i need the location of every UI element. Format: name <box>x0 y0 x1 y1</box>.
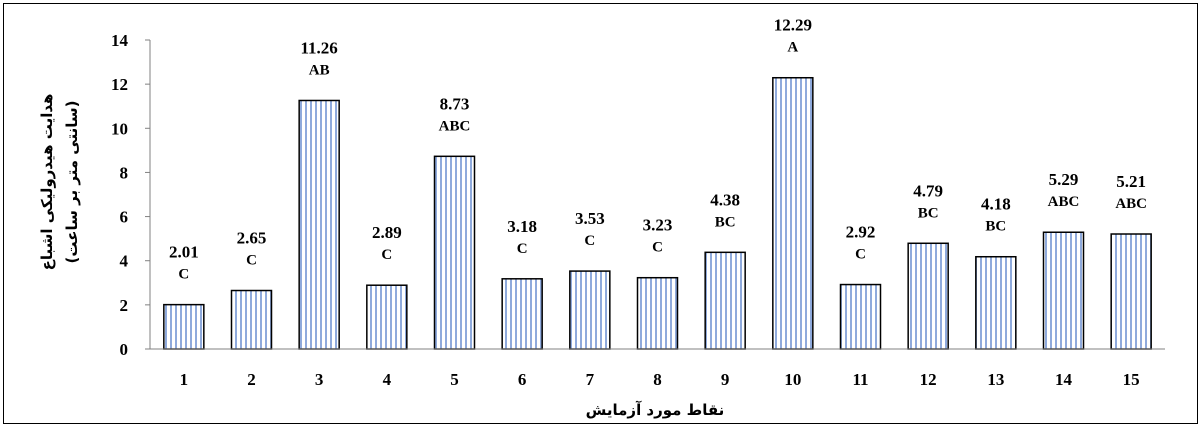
value-label: 3.53 <box>575 209 605 228</box>
x-tick-label: 15 <box>1123 370 1140 389</box>
y-tick-label: 14 <box>111 31 129 50</box>
bar <box>704 251 746 350</box>
group-label: C <box>246 253 257 269</box>
value-label: 5.21 <box>1116 172 1146 191</box>
x-tick-label: 13 <box>987 370 1004 389</box>
group-label: BC <box>918 205 939 221</box>
group-label: ABC <box>1048 194 1080 210</box>
group-label: ABC <box>439 118 471 134</box>
y-tick-label: 6 <box>120 208 129 227</box>
x-tick-label: 10 <box>784 370 801 389</box>
value-label: 2.65 <box>237 229 267 248</box>
bar <box>1042 231 1085 350</box>
x-axis: 1 2 3 4 5 6 7 8 9 10 11 12 13 14 15 <box>150 348 1165 389</box>
x-tick-label: 6 <box>518 370 527 389</box>
bar <box>366 284 408 350</box>
bar <box>433 155 476 350</box>
y-tick-label: 10 <box>111 119 128 138</box>
y-tick-label: 2 <box>120 296 129 315</box>
value-label: 12.29 <box>774 16 812 35</box>
y-tick-label: 12 <box>111 75 128 94</box>
bar <box>298 99 340 350</box>
value-label: 11.26 <box>301 38 338 57</box>
group-label: ABC <box>1115 196 1147 212</box>
value-label: 3.18 <box>507 217 537 236</box>
group-label: C <box>381 247 392 263</box>
group-label: C <box>855 247 866 263</box>
value-label: 4.38 <box>710 190 740 209</box>
x-tick-label: 4 <box>383 370 392 389</box>
y-axis-title: هدایت هیدرولیکی اشباع <box>38 94 56 271</box>
group-label: AB <box>309 62 330 78</box>
group-label: A <box>787 40 798 56</box>
x-axis-title: نقاط مورد آزمایش <box>586 401 725 419</box>
x-tick-label: 11 <box>852 370 868 389</box>
value-label: 2.89 <box>372 223 402 242</box>
value-label: 2.01 <box>169 243 199 262</box>
y-tick-label: 0 <box>120 340 129 359</box>
group-label: BC <box>985 219 1006 235</box>
group-label: C <box>517 241 528 257</box>
data-labels: C2.01 C2.65AB11.26C2.89ABC8.73C3.18C3.53C… <box>169 16 1147 283</box>
x-tick-label: 2 <box>247 370 256 389</box>
x-tick-label: 7 <box>586 370 595 389</box>
bar <box>907 242 949 350</box>
x-tick-label: 12 <box>920 370 937 389</box>
value-label: 2.92 <box>846 223 876 242</box>
value-label: 4.18 <box>981 195 1011 214</box>
group-label: C <box>652 240 663 256</box>
y-axis: 0 2 4 6 8 10 12 14 <box>111 31 151 359</box>
x-tick-label: 14 <box>1055 370 1073 389</box>
y-tick-label: 4 <box>120 252 129 271</box>
x-tick-label: 9 <box>721 370 730 389</box>
bar <box>975 255 1017 350</box>
value-label: 5.29 <box>1049 170 1079 189</box>
y-tick-label: 8 <box>120 163 129 182</box>
chart-frame <box>3 3 1198 424</box>
bar <box>1110 233 1152 350</box>
value-label: 8.73 <box>440 94 470 113</box>
bar <box>569 270 611 350</box>
bar <box>772 76 814 350</box>
x-tick-label: 5 <box>450 370 459 389</box>
group-label: C <box>178 267 189 283</box>
y-axis-unit: (سانتی متر بر ساعت) <box>63 101 81 264</box>
bar <box>501 278 543 350</box>
bar <box>839 283 882 350</box>
value-label: 3.23 <box>643 216 673 235</box>
x-tick-label: 1 <box>180 370 189 389</box>
bars <box>163 76 1152 350</box>
group-label: BC <box>715 214 736 230</box>
bar <box>230 289 273 350</box>
group-label: C <box>584 233 595 249</box>
x-tick-label: 8 <box>653 370 662 389</box>
value-label: 4.79 <box>913 181 943 200</box>
x-tick-label: 3 <box>315 370 324 389</box>
bar <box>636 276 679 350</box>
bar <box>163 303 205 350</box>
